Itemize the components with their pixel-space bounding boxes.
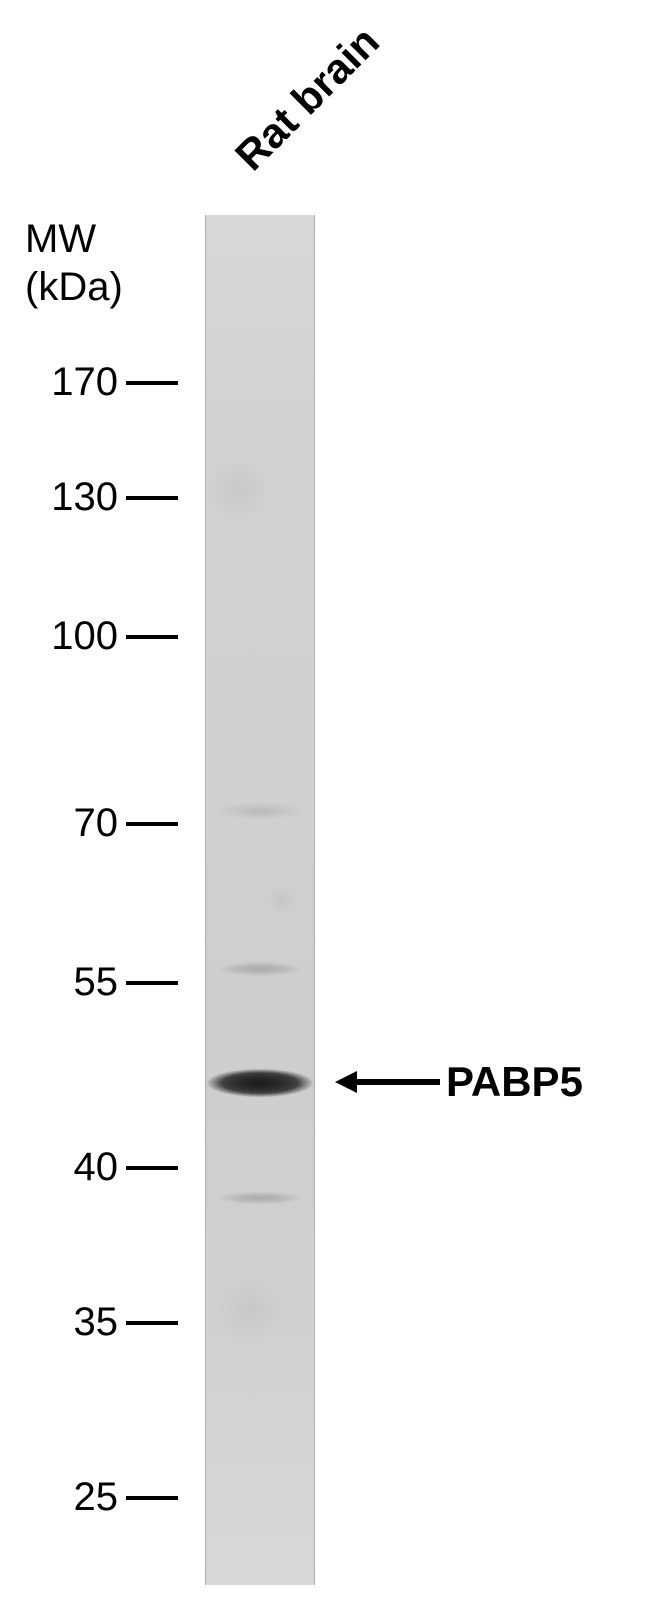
mw-header-line2: (kDa) bbox=[25, 265, 123, 309]
mw-marker-25: 25 bbox=[40, 1475, 178, 1520]
mw-header-line1: MW bbox=[25, 217, 96, 261]
mw-tick bbox=[126, 981, 178, 985]
mw-marker-40: 40 bbox=[40, 1145, 178, 1190]
target-label: PABP5 bbox=[446, 1058, 583, 1106]
band-faint-low bbox=[206, 1190, 314, 1206]
western-blot-figure: Rat brain MW (kDa) 170 130 100 70 55 40 … bbox=[0, 0, 650, 1610]
blot-lane bbox=[205, 215, 315, 1585]
mw-marker-170: 170 bbox=[40, 360, 178, 405]
lane-noise bbox=[206, 215, 314, 1585]
mw-value: 100 bbox=[40, 614, 118, 659]
mw-value: 170 bbox=[40, 360, 118, 405]
band-faint-70 bbox=[206, 800, 314, 822]
mw-marker-130: 130 bbox=[40, 475, 178, 520]
mw-value: 25 bbox=[40, 1475, 118, 1520]
target-arrow-group: PABP5 bbox=[335, 1058, 583, 1106]
mw-marker-100: 100 bbox=[40, 614, 178, 659]
mw-value: 40 bbox=[40, 1145, 118, 1190]
mw-tick bbox=[126, 822, 178, 826]
mw-tick bbox=[126, 496, 178, 500]
mw-tick bbox=[126, 1496, 178, 1500]
mw-marker-35: 35 bbox=[40, 1300, 178, 1345]
mw-marker-70: 70 bbox=[40, 801, 178, 846]
mw-value: 55 bbox=[40, 960, 118, 1005]
band-faint-55 bbox=[206, 960, 314, 978]
mw-tick bbox=[126, 381, 178, 385]
mw-value: 70 bbox=[40, 801, 118, 846]
mw-tick bbox=[126, 1321, 178, 1325]
band-pabp5 bbox=[206, 1065, 314, 1101]
mw-tick bbox=[126, 1166, 178, 1170]
mw-header: MW (kDa) bbox=[25, 215, 123, 311]
mw-value: 35 bbox=[40, 1300, 118, 1345]
sample-label: Rat brain bbox=[226, 17, 389, 180]
arrow-icon bbox=[335, 1062, 440, 1102]
mw-marker-55: 55 bbox=[40, 960, 178, 1005]
mw-tick bbox=[126, 635, 178, 639]
mw-value: 130 bbox=[40, 475, 118, 520]
